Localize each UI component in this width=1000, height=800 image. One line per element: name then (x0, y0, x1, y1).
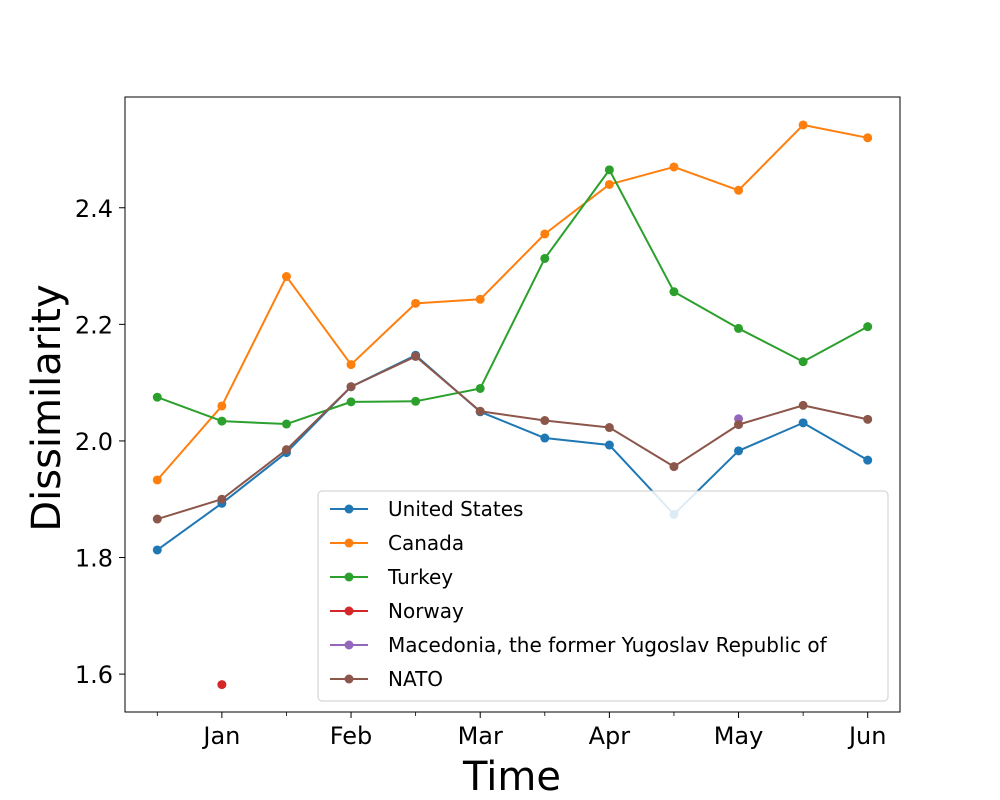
series-line-united-states (156, 354, 869, 551)
data-point-turkey (346, 397, 356, 407)
x-tick-label: Jan (201, 722, 240, 750)
data-point-nato (152, 514, 162, 524)
data-point-nato (281, 445, 291, 455)
legend-marker (344, 640, 354, 650)
data-point-canada (540, 229, 550, 239)
legend: United States Canada Turkey Norway Macedonia… (317, 490, 889, 702)
data-point-turkey (217, 416, 227, 426)
plot-frame (124, 96, 901, 713)
legend-label: Norway (388, 599, 464, 623)
x-tick-label: Jun (847, 722, 887, 750)
data-point-united-states (540, 433, 550, 443)
series-nato (152, 351, 873, 524)
legend-entry: Canada (330, 531, 464, 555)
legend-box (317, 490, 889, 702)
data-point-canada (863, 133, 873, 143)
series-line-turkey (156, 168, 869, 426)
legend-label: NATO (388, 667, 443, 691)
data-point-united-states (734, 446, 744, 456)
data-point-united-states (798, 418, 808, 428)
data-point-canada (604, 179, 614, 189)
y-tick-label: 1.6 (75, 661, 113, 689)
x-tick-label: Apr (589, 722, 631, 750)
series-norway (217, 680, 227, 690)
legend-label: Macedonia, the former Yugoslav Republic … (388, 633, 828, 657)
data-point-united-states (604, 440, 614, 450)
data-point-nato (798, 400, 808, 410)
data-point-turkey (411, 396, 421, 406)
y-tick-label: 2.4 (75, 195, 113, 223)
series-canada (152, 120, 873, 485)
data-point-norway (217, 680, 227, 690)
y-axis-title: Dissimilarity (24, 284, 70, 531)
legend-label: United States (388, 497, 523, 521)
data-point-nato (669, 462, 679, 472)
y-tick-label: 2.2 (75, 311, 113, 339)
y-tick-label: 2.0 (75, 428, 113, 456)
series-line-canada (156, 123, 868, 481)
data-point-nato (540, 416, 550, 426)
data-point-nato (217, 494, 227, 504)
legend-entries: United States Canada Turkey Norway Macedonia… (330, 497, 828, 691)
data-point-canada (475, 294, 485, 304)
data-point-turkey (798, 357, 808, 367)
series-turkey (152, 165, 873, 429)
data-point-united-states (863, 455, 873, 465)
data-point-turkey (734, 323, 744, 333)
x-tick-label: May (714, 722, 764, 750)
legend-marker (344, 504, 354, 514)
x-tick-label: Feb (330, 722, 373, 750)
axis-ticks: 1.6 1.8 2.0 2.2 2.4 Jan Feb Mar Apr May Jun (75, 195, 887, 750)
data-point-canada (281, 272, 291, 282)
data-point-canada (669, 162, 679, 172)
data-point-nato (411, 351, 421, 361)
legend-entry: Turkey (330, 565, 453, 589)
legend-marker (344, 606, 354, 616)
legend-marker (344, 572, 354, 582)
data-point-nato (475, 406, 485, 416)
data-point-canada (217, 401, 227, 411)
legend-entry: NATO (330, 667, 443, 691)
data-point-nato (734, 420, 744, 430)
legend-entry: United States (330, 497, 523, 521)
legend-entry: Macedonia, the former Yugoslav Republic … (330, 633, 828, 657)
y-tick-label: 1.8 (75, 545, 113, 573)
data-point-turkey (669, 287, 679, 297)
data-point-canada (346, 360, 356, 370)
data-point-nato (346, 382, 356, 392)
legend-marker (344, 674, 354, 684)
data-point-turkey (863, 322, 873, 332)
data-point-turkey (475, 383, 485, 393)
legend-label: Turkey (387, 565, 453, 589)
data-point-nato (604, 423, 614, 433)
data-point-turkey (604, 165, 614, 175)
series-line-nato (156, 355, 868, 521)
data-point-canada (152, 475, 162, 485)
x-axis-title: Time (462, 754, 561, 800)
data-point-canada (411, 298, 421, 308)
plot-series (152, 120, 873, 690)
data-point-turkey (152, 392, 162, 402)
data-point-turkey (281, 419, 291, 429)
legend-label: Canada (388, 531, 464, 555)
data-point-nato (863, 414, 873, 424)
data-point-turkey (540, 253, 550, 263)
legend-entry: Norway (330, 599, 464, 623)
x-tick-label: Mar (458, 722, 503, 750)
data-point-canada (798, 120, 808, 130)
data-point-canada (734, 185, 744, 195)
data-point-united-states (152, 545, 162, 555)
legend-marker (344, 538, 354, 548)
